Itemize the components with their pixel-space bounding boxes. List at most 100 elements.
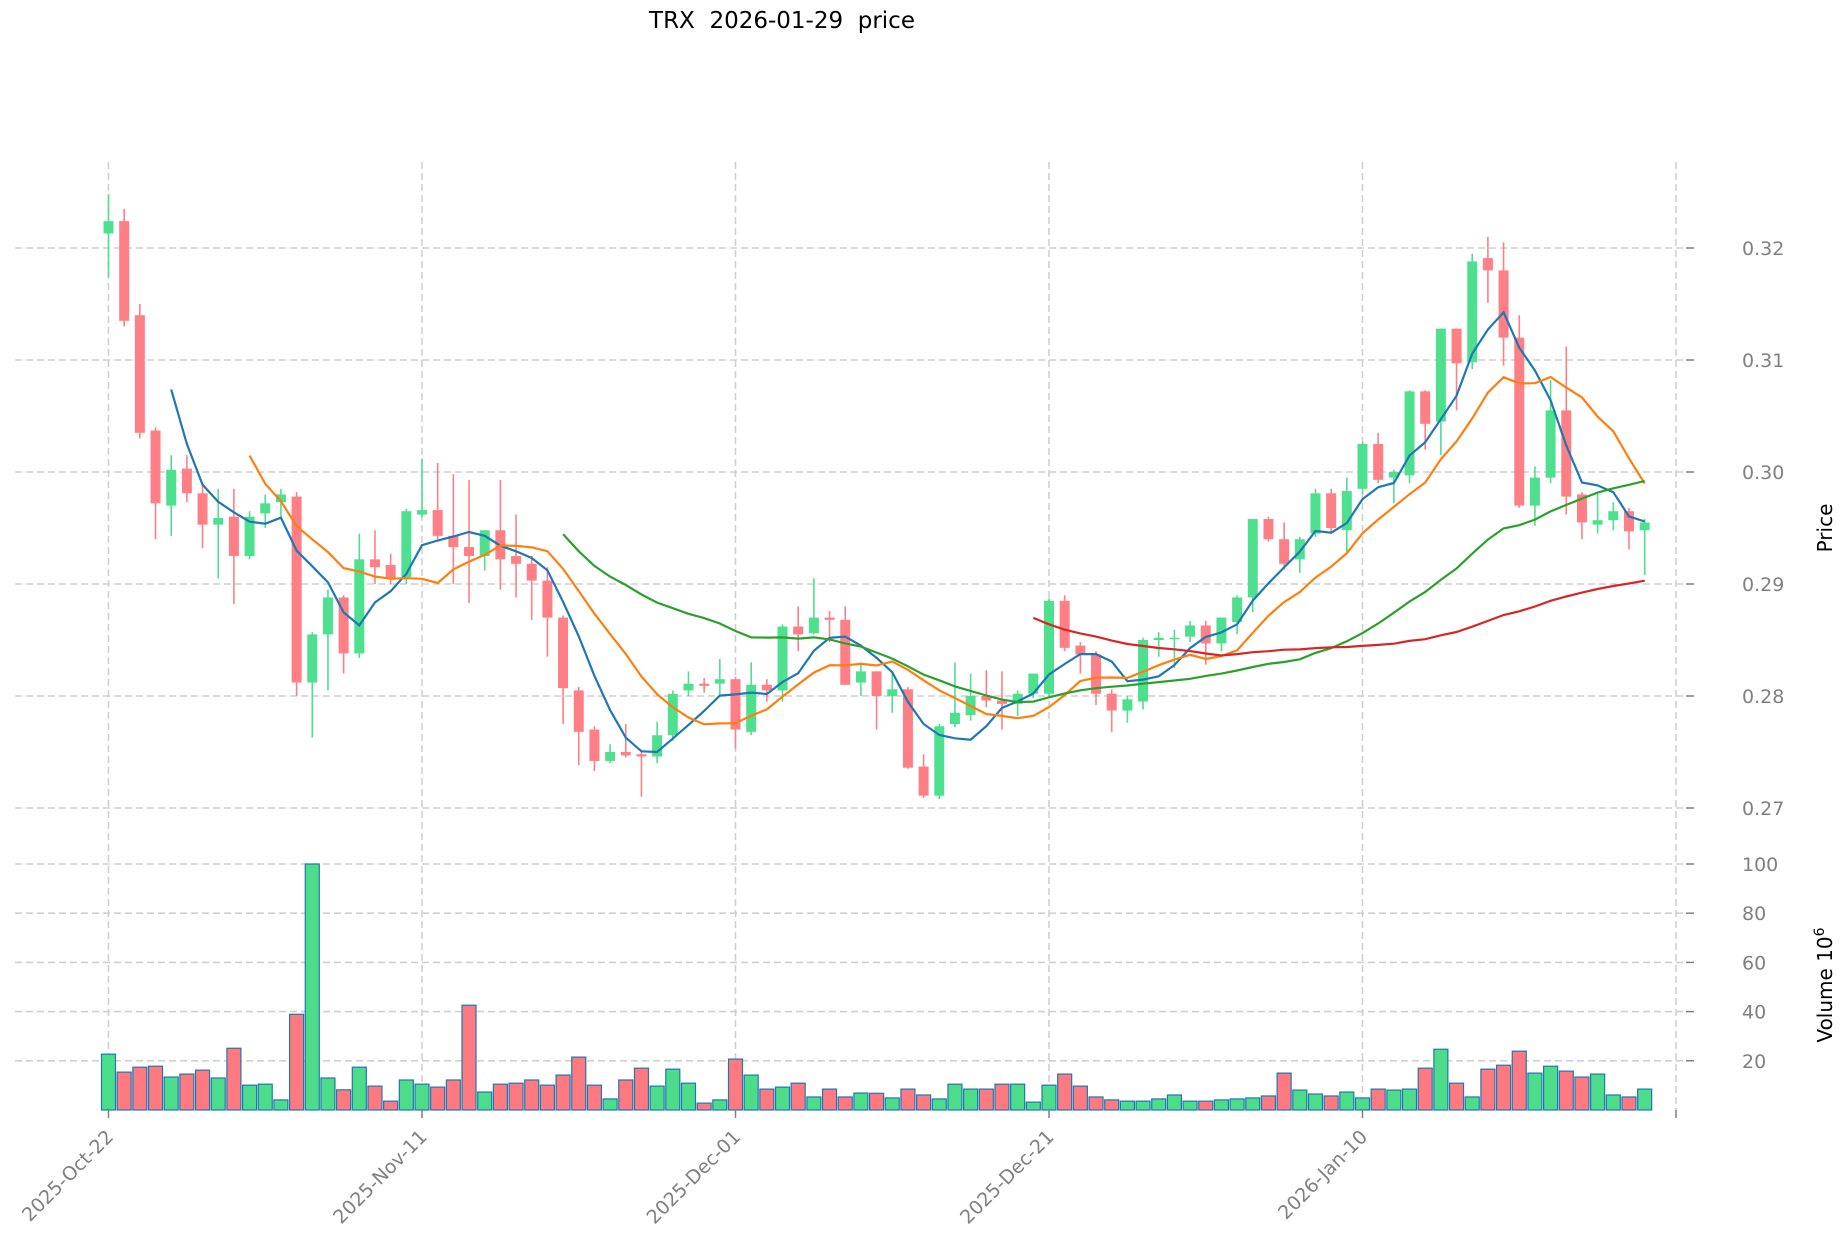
- candle-down: [1373, 444, 1384, 480]
- candle-up: [401, 511, 412, 578]
- candle-up: [1012, 693, 1023, 704]
- candle-up: [667, 693, 678, 736]
- candle-up: [1545, 410, 1556, 478]
- candle-up: [683, 683, 694, 691]
- volume-bar: [1182, 1100, 1198, 1111]
- moving-average-lines: [170, 310, 1646, 754]
- volume-bar: [1010, 1083, 1026, 1111]
- candle-down: [824, 617, 835, 620]
- volume-bar: [1041, 1084, 1057, 1111]
- candle-down: [197, 493, 208, 525]
- candle-up: [1247, 519, 1258, 598]
- candle-up: [1404, 391, 1415, 476]
- volume-bar: [1072, 1085, 1088, 1111]
- volume-bar: [853, 1092, 869, 1111]
- volume-bar: [367, 1085, 383, 1111]
- candle-up: [1185, 625, 1196, 637]
- volume-bar: [633, 1067, 650, 1111]
- candle-up: [1467, 261, 1478, 363]
- volume-bar: [1558, 1070, 1574, 1111]
- volume-bar: [1260, 1095, 1277, 1111]
- volume-bar: [508, 1082, 524, 1111]
- candle-up: [949, 712, 960, 724]
- volume-bar: [445, 1079, 461, 1111]
- candle-up: [417, 510, 427, 515]
- candle-down: [1623, 511, 1634, 532]
- candle-up: [1639, 522, 1650, 531]
- volume-bar: [1088, 1096, 1104, 1111]
- candle-down: [228, 516, 239, 556]
- volume-tick-label: 100: [1742, 854, 1778, 876]
- volume-bar: [179, 1073, 195, 1111]
- candle-down: [1482, 258, 1493, 271]
- candle-up: [1028, 673, 1039, 694]
- candle-up: [746, 684, 757, 732]
- volume-bar: [1057, 1073, 1073, 1111]
- volume-bar: [1511, 1050, 1527, 1111]
- candle-down: [1075, 645, 1086, 655]
- candle-down: [902, 689, 913, 768]
- volume-bar: [774, 1086, 791, 1111]
- candle-up: [777, 626, 788, 691]
- volume-bar: [1025, 1101, 1041, 1111]
- volume-bar: [1386, 1089, 1402, 1111]
- candle-down: [996, 700, 1007, 704]
- volume-bar: [1323, 1095, 1339, 1111]
- volume-bar: [1542, 1065, 1559, 1111]
- volume-bar: [821, 1088, 838, 1111]
- volume-bar: [555, 1074, 571, 1111]
- candle-up: [260, 503, 271, 514]
- volume-bar: [132, 1066, 148, 1111]
- candle-down: [1420, 391, 1431, 424]
- volume-bar: [712, 1099, 728, 1111]
- volume-bar: [1229, 1098, 1245, 1111]
- volume-bar: [461, 1004, 477, 1111]
- candle-down: [448, 535, 459, 548]
- volume-bar: [884, 1097, 900, 1111]
- volume-bar: [963, 1088, 979, 1111]
- price-candles: [103, 194, 1650, 800]
- x-tick-label: 2025-Dec-21: [956, 1126, 1059, 1229]
- volume-bar: [273, 1099, 289, 1111]
- candle-down: [1106, 693, 1117, 711]
- candle-up: [1169, 637, 1180, 640]
- candle-down: [918, 766, 929, 796]
- candle-down: [181, 468, 192, 494]
- price-tick-label: 0.32: [1742, 238, 1784, 260]
- volume-bar: [336, 1089, 352, 1111]
- volume-bar: [947, 1083, 963, 1111]
- candle-down: [699, 683, 710, 686]
- volume-bar: [602, 1098, 618, 1111]
- volume-bar: [868, 1092, 885, 1111]
- volume-bar: [649, 1085, 665, 1111]
- candle-down: [589, 729, 600, 761]
- volume-bar: [477, 1091, 493, 1111]
- price-axis-title: Price: [1813, 504, 1837, 553]
- candle-up: [479, 530, 490, 556]
- candle-up: [1435, 328, 1446, 422]
- volume-bar: [1166, 1094, 1183, 1111]
- candle-down: [526, 563, 537, 581]
- candle-down: [1561, 410, 1572, 497]
- candle-down: [1200, 625, 1211, 644]
- volume-bar: [931, 1098, 947, 1111]
- volume-bar: [430, 1086, 446, 1111]
- candle-up: [1529, 477, 1540, 506]
- volume-bar: [994, 1083, 1010, 1111]
- candle-down: [840, 619, 851, 685]
- volume-bars: [100, 863, 1653, 1111]
- candle-down: [150, 430, 161, 504]
- candle-down: [432, 510, 443, 536]
- candle-up: [1294, 539, 1305, 560]
- candle-up: [1341, 491, 1352, 531]
- volume-bar: [1245, 1097, 1261, 1111]
- candle-up: [322, 597, 333, 635]
- price-tick-label: 0.28: [1742, 686, 1784, 708]
- price-tick-label: 0.31: [1742, 350, 1784, 372]
- ma5-line: [170, 310, 1646, 754]
- candle-up: [887, 689, 898, 696]
- volume-bar: [1605, 1094, 1621, 1111]
- volume-bar: [665, 1068, 681, 1111]
- volume-bar: [806, 1096, 822, 1111]
